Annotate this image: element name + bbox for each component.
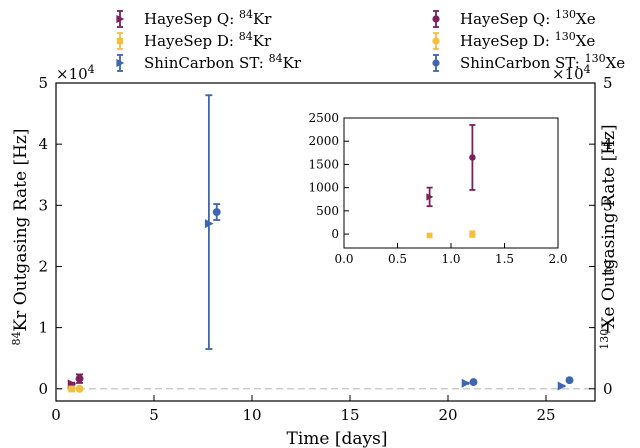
- series-4: [204, 94, 567, 391]
- legend-label-prefix: ShinCarbon ST:: [460, 54, 585, 72]
- x-tick-label: 25: [536, 406, 555, 424]
- legend-marker: [116, 58, 125, 68]
- series-5: [212, 203, 574, 387]
- legend-label-prefix: HayeSep D:: [460, 32, 555, 50]
- legend-label-isotope: Xe: [576, 32, 596, 50]
- legend-entry: ShinCarbon ST: 130Xe: [432, 52, 625, 72]
- inset-data-point: [469, 154, 476, 161]
- data-point: [75, 384, 84, 393]
- left-y-axis-label: 84Kr Outgasing Rate [Hz]: [10, 128, 31, 345]
- legend-label-prefix: HayeSep Q:: [144, 10, 239, 28]
- right-y-axis-label: 130Xe Outgasing Rate [Hz]: [598, 124, 619, 349]
- x-axis-label: Time [days]: [287, 429, 388, 448]
- data-point: [469, 378, 478, 387]
- inset-x-tick-label: 1.5: [495, 252, 514, 266]
- y-tick-label-left: 3: [38, 196, 48, 214]
- legend-marker: [432, 59, 440, 67]
- data-point: [68, 385, 76, 393]
- inset-x-tick-label: 0.5: [388, 252, 407, 266]
- inset-series-0: [426, 186, 434, 208]
- data-point: [565, 376, 574, 385]
- legend-label-isotope: Xe: [606, 54, 626, 72]
- legend-label: ShinCarbon ST: 130Xe: [460, 52, 625, 72]
- legend-label-isotope: Kr: [253, 32, 272, 50]
- inset-y-tick-label: 2000: [308, 134, 339, 148]
- y-tick-label-right: 5: [603, 74, 613, 92]
- inset-y-tick-label: 2500: [308, 111, 339, 125]
- legend-label-mass: 130: [555, 30, 576, 43]
- main-plot: 0 5 10 15 20 250 01 12 23 34 45 5: [38, 74, 612, 424]
- x-tick-label: 10: [242, 406, 261, 424]
- legend-label-isotope: Xe: [576, 10, 596, 28]
- inset-series-3: [469, 230, 476, 238]
- inset-data-point: [426, 193, 434, 201]
- data-point: [204, 219, 214, 229]
- series-3: [75, 384, 84, 393]
- legend-entry: HayeSep D: 84Kr: [116, 30, 272, 50]
- y-tick-label-left: 5: [38, 74, 48, 92]
- y-tick-label-right: 4: [603, 135, 613, 153]
- legend-label-mass: 130: [585, 52, 606, 65]
- inset-x-tick-label: 1.0: [441, 252, 460, 266]
- series-2: [68, 385, 76, 393]
- legend-label: HayeSep Q: 130Xe: [460, 8, 596, 28]
- legend-label-prefix: ShinCarbon ST:: [144, 54, 269, 72]
- legend-entry: HayeSep Q: 84Kr: [116, 8, 272, 28]
- x-tick-label: 15: [340, 406, 359, 424]
- data-point: [557, 381, 567, 391]
- inset-frame: [343, 117, 559, 249]
- left-exponent-label: ×104: [56, 63, 95, 83]
- inset-x-tick-label: 2.0: [548, 252, 567, 266]
- y-tick-label-right: 0: [603, 380, 613, 398]
- data-point: [212, 208, 221, 216]
- x-tick-label: 5: [149, 406, 159, 424]
- x-tick-label: 20: [438, 406, 457, 424]
- y-tick-label-right: 2: [603, 257, 613, 275]
- legend-label-mass: 130: [555, 8, 576, 21]
- inset-data-point: [426, 232, 433, 239]
- legend-marker: [432, 37, 440, 45]
- legend-label: HayeSep Q: 84Kr: [144, 8, 272, 28]
- legend-label-isotope: Kr: [283, 54, 302, 72]
- inset-y-tick-label: 1000: [308, 181, 339, 195]
- inset-series-2: [426, 232, 433, 239]
- y-tick-label-left: 1: [38, 319, 48, 337]
- legend-marker: [432, 15, 440, 23]
- plot-frame: [55, 82, 596, 402]
- inset-y-tick-label: 500: [316, 204, 339, 218]
- legend-label: HayeSep D: 84Kr: [144, 30, 272, 50]
- y-tick-label-left: 4: [38, 135, 48, 153]
- legend-label-prefix: HayeSep D:: [144, 32, 239, 50]
- legend-entry: ShinCarbon ST: 84Kr: [116, 52, 302, 72]
- data-point: [75, 374, 84, 383]
- inset-plot: 0.0 0.5 1.0 1.5 2.0 0 500 1000 1500 2000 2500: [308, 111, 567, 266]
- legend-label-mass: 84: [269, 52, 283, 65]
- inset-x-tick-label: 0.0: [334, 252, 353, 266]
- legend-entry: HayeSep D: 130Xe: [432, 30, 595, 50]
- inset-y-tick-label: 1500: [308, 157, 339, 171]
- y-tick-label-left: 0: [38, 380, 48, 398]
- legend-label-mass: 84: [239, 8, 253, 21]
- legend-label-prefix: HayeSep Q:: [460, 10, 555, 28]
- legend-marker: [116, 14, 125, 24]
- legend-label: HayeSep D: 130Xe: [460, 30, 595, 50]
- y-tick-label-left: 2: [38, 257, 48, 275]
- y-tick-label-right: 1: [603, 319, 613, 337]
- y-tick-label-right: 3: [603, 196, 613, 214]
- inset-y-tick-label: 0: [331, 227, 339, 241]
- legend-entry: HayeSep Q: 130Xe: [432, 8, 596, 28]
- legend-label-isotope: Kr: [253, 10, 272, 28]
- inset-series-1: [469, 124, 476, 191]
- series-1: [75, 373, 84, 384]
- data-point: [461, 378, 471, 388]
- x-tick-label: 0: [51, 406, 61, 424]
- right-exponent-label: ×104: [552, 63, 591, 83]
- legend-label: ShinCarbon ST: 84Kr: [144, 52, 302, 72]
- legend-marker: [116, 37, 124, 45]
- legend-label-mass: 84: [239, 30, 253, 43]
- inset-data-point: [469, 230, 476, 238]
